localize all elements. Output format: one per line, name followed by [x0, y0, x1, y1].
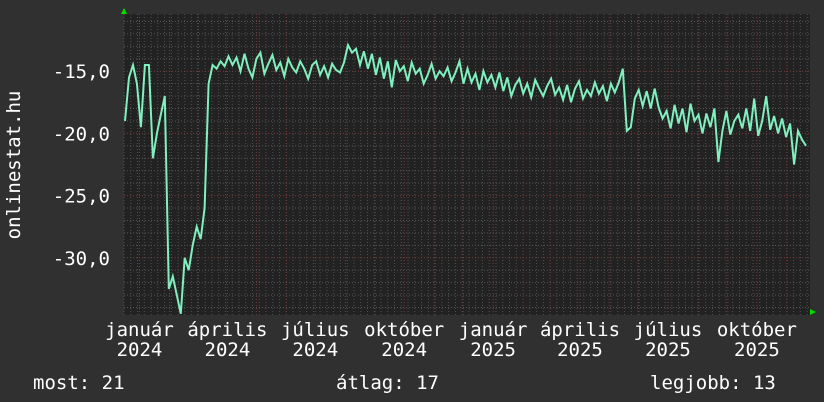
x-tick-label: július 2024 — [280, 319, 350, 361]
x-tick-label: január 2025 — [458, 319, 528, 361]
y-tick-label: -25,0 — [53, 186, 110, 208]
x-tick-label: január 2024 — [105, 319, 174, 361]
x-axis-arrow-icon — [810, 309, 816, 315]
x-tick-label: április 2024 — [187, 319, 268, 361]
y-axis-arrow-icon — [121, 8, 127, 14]
series-line — [124, 42, 807, 315]
legend-average: átlag: 17 — [336, 372, 439, 394]
legend-current: most: 21 — [33, 372, 125, 394]
y-tick-label: -30,0 — [53, 248, 110, 270]
y-tick-label: -20,0 — [53, 123, 110, 145]
y-tick-label: -15,0 — [53, 61, 110, 83]
y-ticks: -15,0 -20,0 -25,0 -30,0 — [53, 61, 110, 270]
x-tick-label: október 2024 — [364, 319, 445, 361]
legend-best: legjobb: 13 — [650, 372, 776, 394]
grid — [123, 14, 810, 315]
x-tick-label: április 2025 — [539, 319, 621, 361]
x-tick-label: július 2025 — [633, 319, 703, 361]
y-axis-label: onlinestat.hu — [3, 91, 25, 240]
x-tick-label: október 2025 — [716, 319, 797, 361]
